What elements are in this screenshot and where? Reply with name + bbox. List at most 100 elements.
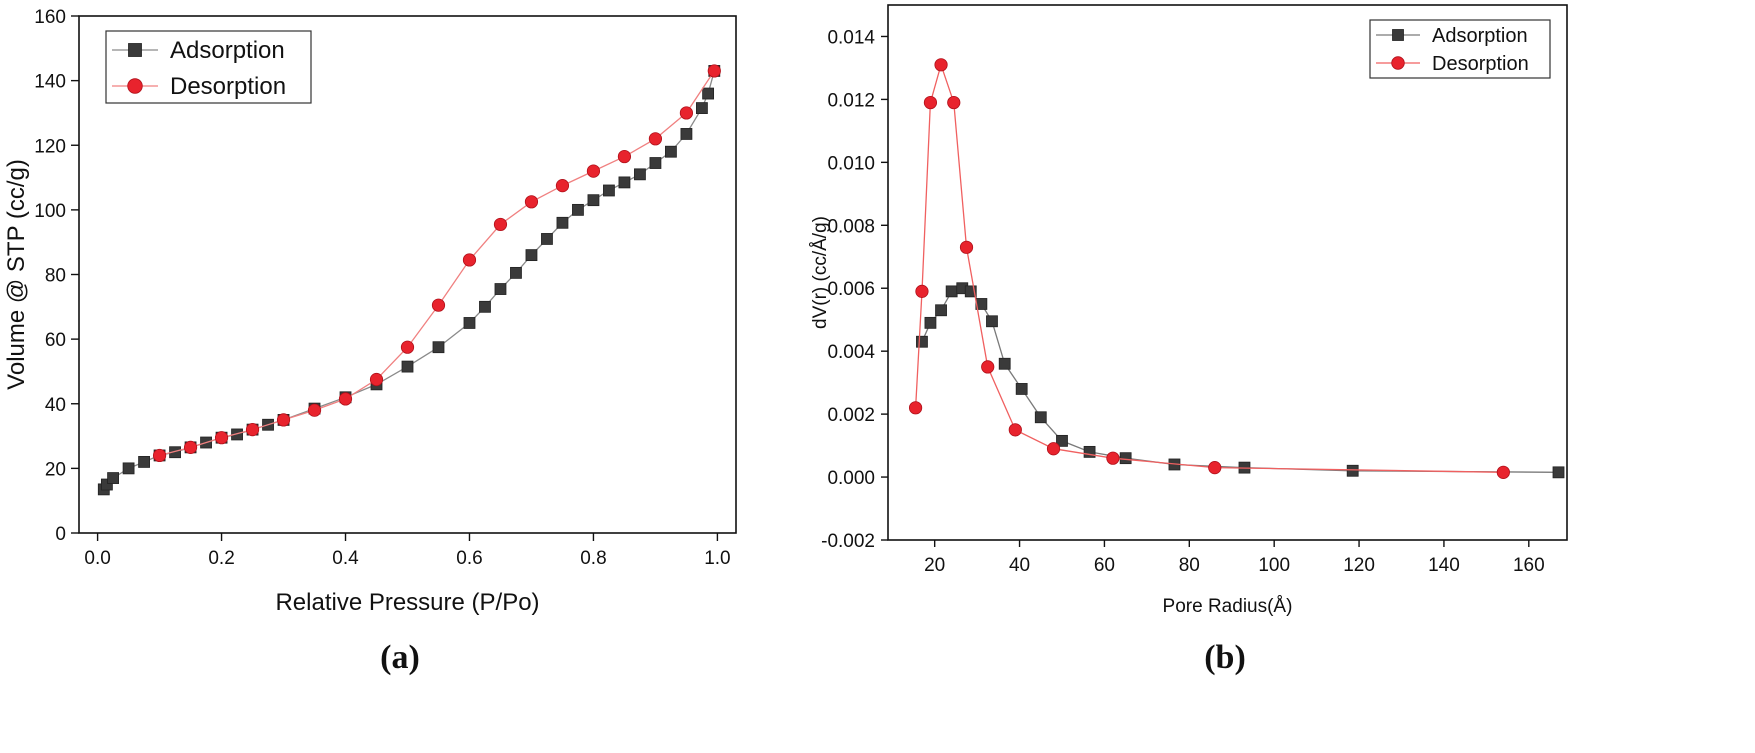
- panel-a-desorption-point: [707, 64, 721, 78]
- panel-b-desorption-point: [923, 95, 938, 110]
- panel-a-y-tick-label: 0: [55, 524, 66, 545]
- panel-a-desorption-point: [183, 440, 198, 454]
- panel-a-desorption-point: [152, 448, 167, 463]
- panel-b-adsorption-point: [916, 335, 928, 348]
- panel-a-desorption-point: [617, 149, 632, 164]
- panel-a-adsorption-point: [634, 168, 646, 181]
- panel-b-desorption-point: [1208, 461, 1222, 475]
- panel-a-y-axis-title: Volume @ STP (cc/g): [3, 159, 30, 390]
- panel-a-adsorption-point: [649, 157, 662, 169]
- panel-b-adsorption-point: [1119, 452, 1132, 465]
- panel-b-adsorption-point: [1015, 383, 1028, 395]
- panel-b-desorption-point: [908, 401, 923, 415]
- panel-a-adsorption-point: [107, 472, 119, 484]
- panel-b-desorption-point: [915, 284, 929, 298]
- panel-a-desorption-point: [586, 164, 601, 178]
- panel-a-y-tick-label: 40: [45, 395, 66, 416]
- panel-a-adsorption-point: [618, 176, 631, 189]
- panel-a-desorption-point: [214, 431, 229, 445]
- panel-b-adsorption-point: [964, 285, 977, 298]
- panel-b-y-tick-label: 0.006: [827, 279, 875, 300]
- panel-b-adsorption-point: [986, 315, 998, 328]
- panel-a-y-tick-label: 160: [34, 7, 66, 28]
- panel-b-x-tick-label: 160: [1513, 555, 1545, 576]
- panel-b-adsorption-point: [924, 316, 937, 329]
- panel-a-desorption-point: [369, 372, 384, 387]
- panel-b-y-tick-label: 0.002: [827, 405, 875, 426]
- panel-a-legend-adsorption-label: Adsorption: [170, 37, 285, 64]
- panel-a-adsorption-point: [138, 456, 150, 468]
- panel-b-x-tick-label: 120: [1343, 555, 1375, 576]
- panel-b-adsorption-point: [935, 304, 947, 317]
- panel-a-adsorption-point: [587, 194, 600, 207]
- panel-a-desorption-point: [307, 403, 322, 417]
- panel-a-y-tick-label: 140: [34, 72, 66, 93]
- panel-b-x-tick-label: 80: [1179, 555, 1200, 576]
- panel-a-adsorption-point: [702, 87, 715, 100]
- panel-b-x-tick-label: 40: [1009, 555, 1030, 576]
- panel-a-adsorption-line: [103, 70, 715, 490]
- panel-b-adsorption-point: [998, 357, 1011, 370]
- panel-a-desorption-point: [338, 392, 353, 406]
- panel-a-caption: (a): [380, 639, 420, 676]
- panel-a-x-tick-label: 0.4: [332, 548, 359, 569]
- panel-b-legend-adsorption-label: Adsorption: [1432, 25, 1528, 47]
- panel-b-adsorption-point: [975, 298, 988, 310]
- panel-a-desorption-point: [493, 217, 508, 232]
- panel-b-y-axis-title: dV(r) (cc/Å/g): [810, 216, 831, 329]
- panel-b-caption: (b): [1204, 639, 1246, 676]
- panel-b-legend-desorption-label: Desorption: [1432, 53, 1529, 75]
- panel-b-desorption-point: [981, 360, 995, 374]
- panel-b-x-tick-label: 20: [924, 555, 945, 576]
- panel-a-chart: 0.0 0.2 0.4 0.6 0.8 1.0 0 20 40 60 80 100 120 140 160 R…: [3, 7, 737, 676]
- panel-a-desorption-point: [679, 106, 694, 120]
- panel-a-adsorption-point: [572, 203, 584, 216]
- panel-b-desorption-point: [1046, 442, 1061, 456]
- panel-a-adsorption-point: [122, 462, 135, 475]
- panel-b-x-axis-title: Pore Radius(Å): [1163, 596, 1293, 617]
- panel-a-adsorption-point: [432, 341, 445, 354]
- panel-a-desorption-point: [431, 298, 446, 312]
- panel-a-desorption-point: [400, 340, 415, 354]
- panel-a-adsorption-point: [525, 249, 538, 262]
- panel-b-desorption-point: [934, 58, 948, 72]
- panel-b-legend-desorption-marker: [1391, 56, 1405, 70]
- panel-b-y-tick-label: 0.008: [827, 216, 875, 237]
- panel-a-x-tick-label: 1.0: [704, 548, 730, 569]
- panel-b-y-tick-label: 0.004: [827, 342, 875, 363]
- panel-a-y-tick-label: 80: [45, 266, 66, 287]
- panel-b-desorption-point: [947, 95, 961, 110]
- panel-a-adsorption-point: [100, 478, 113, 491]
- panel-a-legend-adsorption-marker: [128, 43, 142, 57]
- panel-b-adsorption-line: [921, 287, 1559, 473]
- panel-b-adsorption-point: [945, 285, 958, 298]
- panel-b-x-tick-label: 140: [1428, 555, 1460, 576]
- panel-a-legend-desorption-marker: [127, 78, 143, 94]
- panel-a-desorption-point: [245, 422, 260, 437]
- panel-b-desorption-point: [959, 240, 974, 254]
- panel-a-adsorption-point: [510, 266, 522, 279]
- panel-b-y-tick-label: 0.010: [827, 153, 875, 174]
- panel-b-desorption-point: [1008, 423, 1022, 437]
- panel-a-adsorption-point: [494, 283, 507, 295]
- panel-b-y-tick-label: -0.002: [821, 531, 875, 552]
- panel-a-desorption-line: [159, 70, 715, 457]
- panel-a-adsorption-point: [479, 300, 491, 313]
- panel-a-desorption-point: [648, 132, 663, 146]
- panel-a-desorption-point: [462, 253, 477, 267]
- panel-a-desorption-point: [555, 179, 570, 193]
- panel-a-y-tick-label: 20: [45, 459, 66, 480]
- panel-b-legend-adsorption-marker: [1392, 29, 1404, 41]
- panel-b-desorption-point: [1106, 451, 1120, 465]
- panel-b-y-tick-label: 0.014: [827, 27, 875, 48]
- panel-b-adsorption-point: [1346, 464, 1359, 477]
- panel-a-y-tick-label: 60: [45, 330, 66, 351]
- panel-b-adsorption-point: [1083, 445, 1096, 458]
- panel-a-x-tick-label: 0.0: [84, 548, 110, 569]
- panel-b-plot-frame: [887, 4, 1568, 541]
- panel-b-y-tick-label: 0.000: [827, 468, 875, 489]
- panel-a-x-tick-label: 0.6: [456, 548, 482, 569]
- panel-b-y-tick-label: 0.012: [827, 90, 875, 111]
- panel-a-adsorption-point: [696, 102, 708, 114]
- panel-a-adsorption-point: [541, 233, 553, 245]
